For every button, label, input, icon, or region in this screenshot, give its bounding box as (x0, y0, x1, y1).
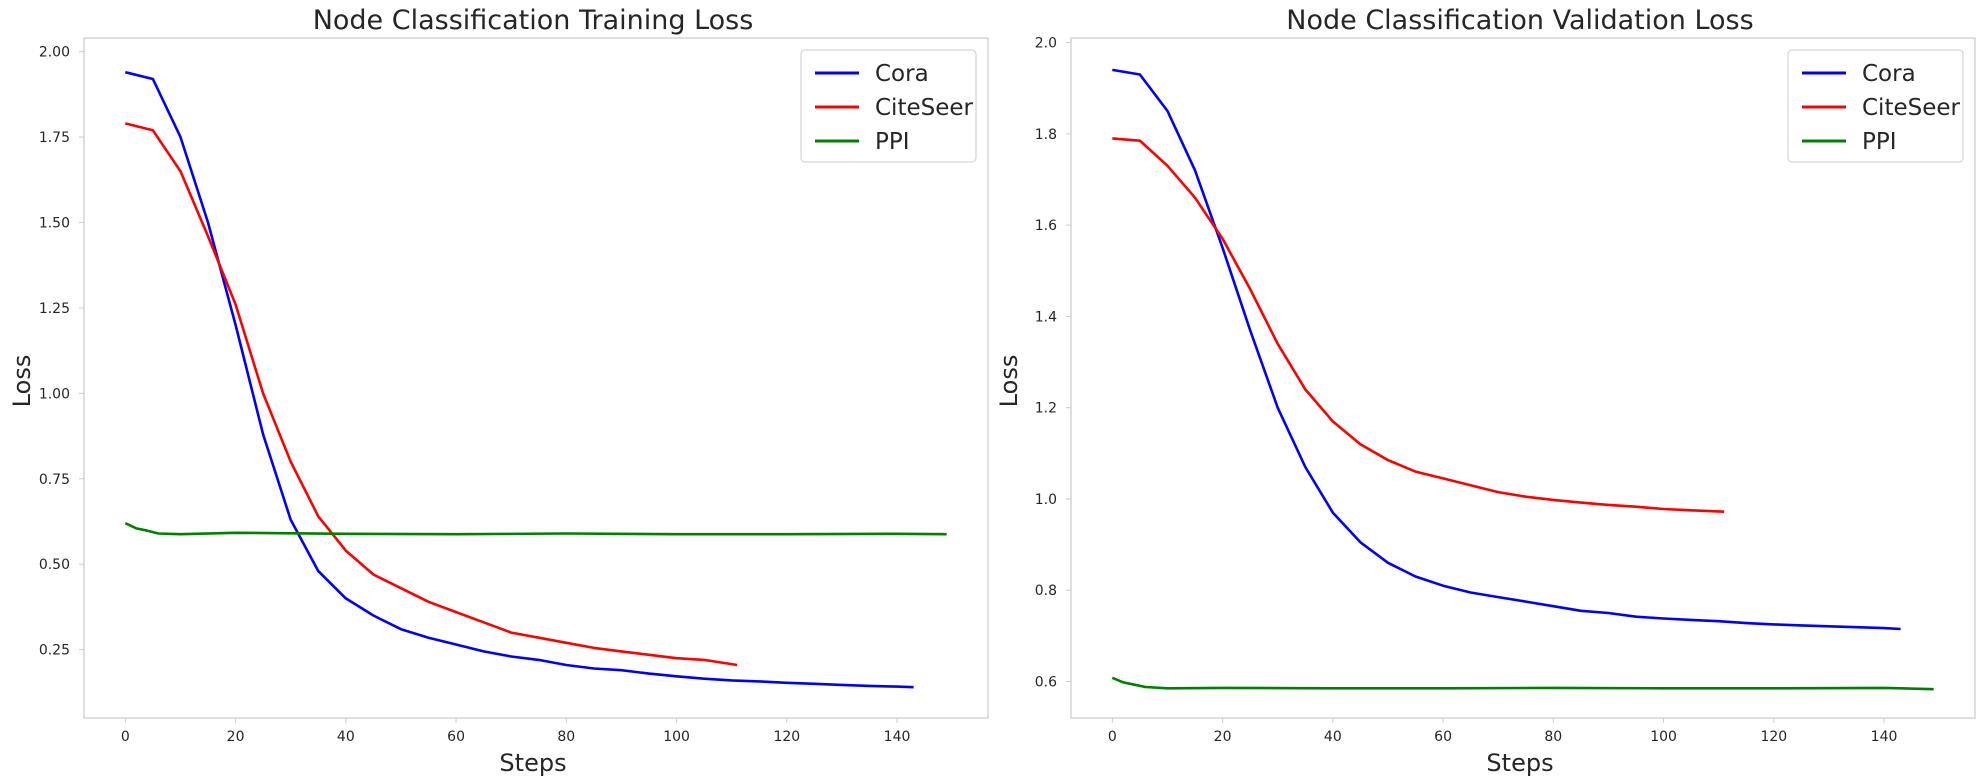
x-axis-label: Steps (499, 749, 566, 777)
x-tick-label: 80 (557, 729, 575, 745)
x-tick-label: 80 (1544, 729, 1562, 745)
series-line-citeseer (124, 122, 738, 667)
x-tick-label: 140 (1871, 729, 1898, 745)
legend (800, 49, 977, 163)
y-tick-label: 1.75 (39, 130, 70, 146)
series-line-ppi (1111, 676, 1934, 691)
y-tick-label: 0.75 (39, 472, 70, 488)
x-tick-label: 120 (773, 729, 800, 745)
x-tick-label: 100 (663, 729, 690, 745)
x-tick-label: 120 (1760, 729, 1787, 745)
y-tick-label: 0.25 (39, 643, 70, 659)
x-tick-label: 60 (447, 729, 465, 745)
legend-label: Cora (1862, 61, 1916, 87)
series-line-ppi (124, 522, 947, 536)
x-axis-label: Steps (1486, 749, 1553, 777)
y-tick-label: 1.4 (1035, 309, 1057, 325)
y-tick-label: 1.6 (1035, 218, 1057, 234)
x-tick-label: 0 (1108, 729, 1117, 745)
x-tick-label: 40 (337, 729, 355, 745)
legend-label: Cora (875, 61, 929, 87)
x-tick-label: 100 (1650, 729, 1677, 745)
series-line-cora (124, 70, 914, 689)
y-tick-label: 1.8 (1035, 127, 1057, 143)
y-axis-label: Loss (995, 355, 1023, 408)
x-tick-label: 0 (121, 729, 130, 745)
x-tick-label: 20 (227, 729, 245, 745)
y-axis-label: Loss (8, 355, 36, 408)
legend-label: PPI (875, 129, 910, 155)
series-line-cora (1112, 68, 1901, 631)
x-tick-label: 60 (1434, 729, 1452, 745)
x-tick-label: 20 (1214, 729, 1232, 745)
y-tick-label: 1.50 (39, 216, 70, 232)
y-tick-label: 2.0 (1035, 36, 1057, 52)
y-tick-label: 1.2 (1035, 401, 1057, 417)
series-line-citeseer (1112, 137, 1725, 513)
y-tick-label: 1.25 (39, 301, 70, 317)
legend (1787, 49, 1964, 163)
legend-label: CiteSeer (875, 95, 974, 121)
validation-loss-panel: Node Classification Validation Loss Step… (995, 5, 1976, 777)
y-tick-label: 0.50 (39, 557, 70, 573)
y-tick-label: 0.6 (1035, 674, 1057, 690)
y-tick-label: 1.0 (1035, 492, 1057, 508)
legend-label: CiteSeer (1862, 95, 1961, 121)
chart-title: Node Classification Training Loss (313, 5, 754, 36)
x-tick-label: 40 (1324, 729, 1342, 745)
x-tick-label: 140 (884, 729, 911, 745)
legend-label: PPI (1862, 129, 1897, 155)
y-tick-label: 1.00 (39, 386, 70, 402)
chart-title: Node Classification Validation Loss (1286, 5, 1753, 36)
y-tick-label: 2.00 (39, 45, 70, 61)
training-loss-panel: Node Classification Training Loss Steps … (8, 5, 989, 777)
y-tick-label: 0.8 (1035, 583, 1057, 599)
